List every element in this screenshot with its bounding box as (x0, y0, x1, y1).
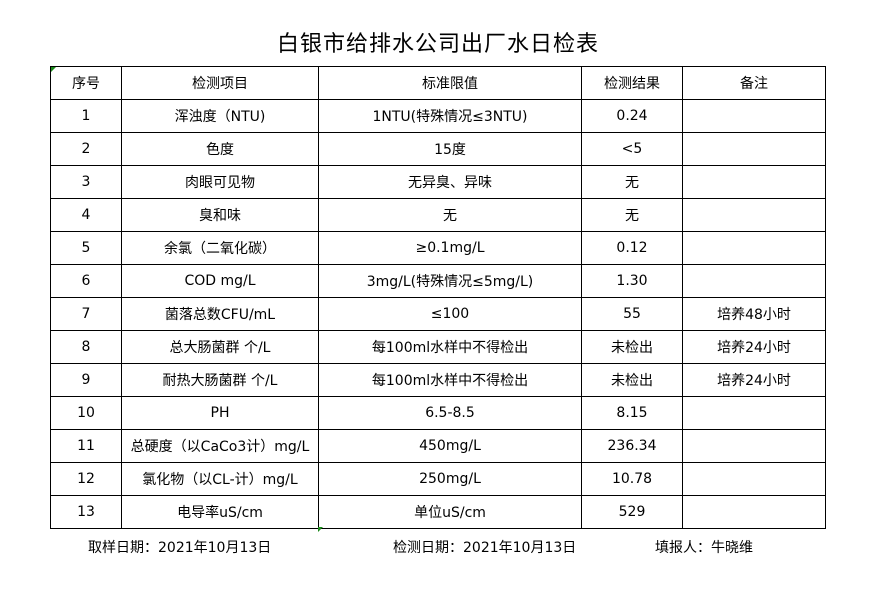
cell-result[interactable]: <5 (581, 132, 683, 166)
cell-remark[interactable] (682, 396, 826, 430)
cell-result[interactable]: 1.30 (581, 264, 683, 298)
cell-item[interactable]: PH (121, 396, 319, 430)
cell-item[interactable]: 肉眼可见物 (121, 165, 319, 199)
cell-standard[interactable]: 3mg/L(特殊情况≤5mg/L) (318, 264, 582, 298)
table-row: 13 电导率uS/cm 单位uS/cm 529 (50, 495, 826, 529)
cell-result[interactable]: 55 (581, 297, 683, 331)
cell-standard[interactable]: 1NTU(特殊情况≤3NTU) (318, 99, 582, 133)
cell-standard[interactable]: 450mg/L (318, 429, 582, 463)
cell-result[interactable]: 236.34 (581, 429, 683, 463)
table-row: 2 色度 15度 <5 (50, 132, 826, 166)
test-date: 检测日期：2021年10月13日 (393, 540, 577, 556)
cell-standard[interactable]: ≤100 (318, 297, 582, 331)
cell-item[interactable]: 总大肠菌群 个/L (121, 330, 319, 364)
cell-result[interactable]: 8.15 (581, 396, 683, 430)
header-cell-result[interactable]: 检测结果 (581, 66, 683, 100)
cell-standard[interactable]: 每100ml水样中不得检出 (318, 330, 582, 364)
cell-remark[interactable]: 培养24小时 (682, 330, 826, 364)
cell-item[interactable]: 臭和味 (121, 198, 319, 232)
cell-standard[interactable]: 无 (318, 198, 582, 232)
cell-result[interactable]: 无 (581, 165, 683, 199)
cell-marker (51, 67, 56, 72)
table-row: 8 总大肠菌群 个/L 每100ml水样中不得检出 未检出 培养24小时 (50, 330, 826, 364)
cell-remark[interactable] (682, 165, 826, 199)
cell-standard[interactable]: 无异臭、异味 (318, 165, 582, 199)
cell-item[interactable]: 氯化物（以CL-计）mg/L (121, 462, 319, 496)
cell-standard[interactable]: ≥0.1mg/L (318, 231, 582, 265)
header-row: 序号 检测项目 标准限值 检测结果 备注 (50, 66, 826, 100)
cell-remark[interactable] (682, 198, 826, 232)
cell-result[interactable]: 未检出 (581, 363, 683, 397)
cell-remark[interactable]: 培养24小时 (682, 363, 826, 397)
cell-remark[interactable] (682, 462, 826, 496)
table-row: 10 PH 6.5-8.5 8.15 (50, 396, 826, 430)
table-row: 5 余氯（二氧化碳） ≥0.1mg/L 0.12 (50, 231, 826, 265)
header-cell-seq[interactable]: 序号 (50, 66, 122, 100)
cell-standard[interactable]: 250mg/L (318, 462, 582, 496)
table-row: 6 COD mg/L 3mg/L(特殊情况≤5mg/L) 1.30 (50, 264, 826, 298)
cell-seq[interactable]: 9 (50, 363, 122, 397)
cell-item[interactable]: 电导率uS/cm (121, 495, 319, 529)
cell-standard[interactable]: 单位uS/cm (318, 495, 582, 529)
cell-seq[interactable]: 5 (50, 231, 122, 265)
cell-standard[interactable]: 每100ml水样中不得检出 (318, 363, 582, 397)
cell-result[interactable]: 无 (581, 198, 683, 232)
cell-seq[interactable]: 8 (50, 330, 122, 364)
cell-item[interactable]: 总硬度（以CaCo3计）mg/L (121, 429, 319, 463)
cell-seq[interactable]: 4 (50, 198, 122, 232)
cell-item[interactable]: 色度 (121, 132, 319, 166)
cell-remark[interactable] (682, 132, 826, 166)
inspection-table: 序号 检测项目 标准限值 检测结果 备注 1 浑浊度（NTU) 1NTU(特殊情况≤3NTU)… (50, 66, 826, 529)
table-row: 4 臭和味无无 (50, 198, 826, 232)
cell-item[interactable]: COD mg/L (121, 264, 319, 298)
cell-remark[interactable] (682, 99, 826, 133)
cell-item[interactable]: 耐热大肠菌群 个/L (121, 363, 319, 397)
header-cell-remark[interactable]: 备注 (682, 66, 826, 100)
table-row: 7 菌落总数CFU/mL ≤100 55 培养48小时 (50, 297, 826, 331)
cell-result[interactable]: 10.78 (581, 462, 683, 496)
cell-seq[interactable]: 6 (50, 264, 122, 298)
cell-seq[interactable]: 3 (50, 165, 122, 199)
cell-remark[interactable]: 培养48小时 (682, 297, 826, 331)
cell-seq[interactable]: 10 (50, 396, 122, 430)
cell-standard[interactable]: 15度 (318, 132, 582, 166)
header-cell-item[interactable]: 检测项目 (121, 66, 319, 100)
cell-result[interactable]: 未检出 (581, 330, 683, 364)
cell-remark[interactable] (682, 264, 826, 298)
cell-seq[interactable]: 7 (50, 297, 122, 331)
table-row: 12 氯化物（以CL-计）mg/L 250mg/L 10.78 (50, 462, 826, 496)
reporter: 填报人：牛晓维 (655, 540, 753, 556)
cell-seq[interactable]: 12 (50, 462, 122, 496)
cell-remark[interactable] (682, 429, 826, 463)
cell-result[interactable]: 0.12 (581, 231, 683, 265)
cell-seq[interactable]: 2 (50, 132, 122, 166)
cell-seq[interactable]: 1 (50, 99, 122, 133)
cell-item[interactable]: 余氯（二氧化碳） (121, 231, 319, 265)
cell-result[interactable]: 0.24 (581, 99, 683, 133)
sampling-date: 取样日期：2021年10月13日 (88, 540, 272, 556)
cell-standard[interactable]: 6.5-8.5 (318, 396, 582, 430)
cell-item[interactable]: 菌落总数CFU/mL (121, 297, 319, 331)
table-row: 3 肉眼可见物 无异臭、异味无 (50, 165, 826, 199)
cell-seq[interactable]: 13 (50, 495, 122, 529)
cell-result[interactable]: 529 (581, 495, 683, 529)
cell-remark[interactable] (682, 231, 826, 265)
table-row: 1 浑浊度（NTU) 1NTU(特殊情况≤3NTU) 0.24 (50, 99, 826, 133)
cell-item[interactable]: 浑浊度（NTU) (121, 99, 319, 133)
page-title: 白银市给排水公司出厂水日检表 (276, 32, 599, 57)
table-row: 11 总硬度（以CaCo3计）mg/L 450mg/L 236.34 (50, 429, 826, 463)
cell-remark[interactable] (682, 495, 826, 529)
header-cell-standard[interactable]: 标准限值 (318, 66, 582, 100)
table-row: 9 耐热大肠菌群 个/L 每100ml水样中不得检出 未检出 培养24小时 (50, 363, 826, 397)
cell-seq[interactable]: 11 (50, 429, 122, 463)
cell-marker (318, 527, 323, 532)
